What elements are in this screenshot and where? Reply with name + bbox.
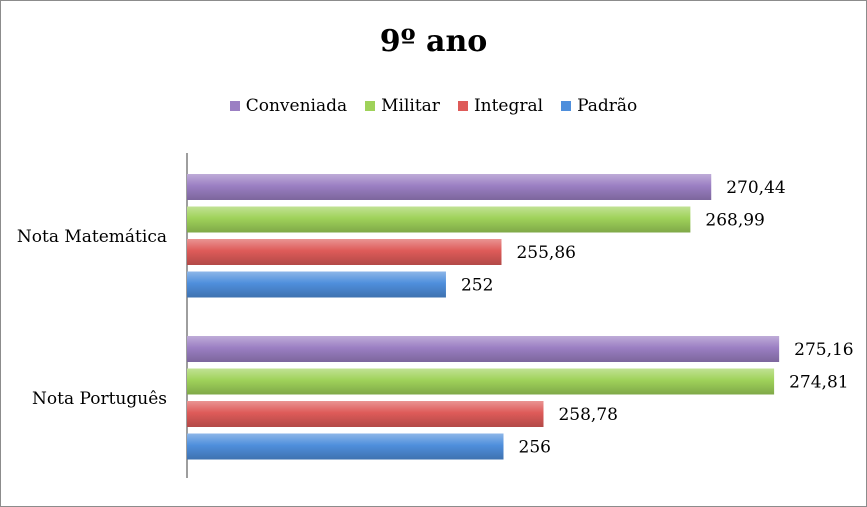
bars-group: 270,44 268,99 255,86 252 275,16 274,81 258,78 2… [187,174,854,460]
value-label-nota-portugues-padrao: 256 [519,438,551,458]
legend-item-integral: Integral [457,96,544,116]
legend-item-padrao: Padrão [561,96,637,116]
bar-nota-portugues-padrao [187,433,504,460]
value-label-nota-portugues-conveniada: 275,16 [794,340,853,360]
value-label-nota-portugues-militar: 274,81 [789,373,848,393]
bar-nota-matematica-militar [187,206,691,233]
legend-label-padrao: Padrão [577,96,638,116]
value-label-nota-portugues-integral: 258,78 [558,405,617,425]
legend-label-integral: Integral [473,96,544,116]
value-label-nota-matematica-integral: 255,86 [516,243,575,263]
legend-label-conveniada: Conveniada [245,96,348,116]
bar-nota-matematica-padrao [187,271,446,298]
value-label-nota-matematica-conveniada: 270,44 [726,178,785,198]
category-label-nota-portugues: Nota Português [32,389,167,409]
chart-title: 9º ano [379,24,488,59]
bar-nota-portugues-conveniada [187,336,780,362]
bar-nota-portugues-integral [187,401,544,427]
value-label-nota-matematica-padrao: 252 [461,276,493,296]
legend-swatch-militar [365,101,376,111]
legend-swatch-integral [457,101,468,111]
category-labels-group: Nota Matemática Nota Português [17,227,167,409]
category-label-nota-matematica: Nota Matemática [17,227,167,247]
legend-swatch-conveniada [229,101,240,111]
bar-nota-portugues-militar [187,368,775,395]
bar-nota-matematica-conveniada [187,174,712,200]
legend-swatch-padrao [561,101,572,111]
legend-label-militar: Militar [381,96,440,116]
legend: Conveniada Militar Integral Padrão [0,96,867,116]
value-label-nota-matematica-militar: 268,99 [705,211,764,231]
legend-item-militar: Militar [365,96,440,116]
bar-nota-matematica-integral [187,239,502,265]
legend-item-conveniada: Conveniada [229,96,348,116]
